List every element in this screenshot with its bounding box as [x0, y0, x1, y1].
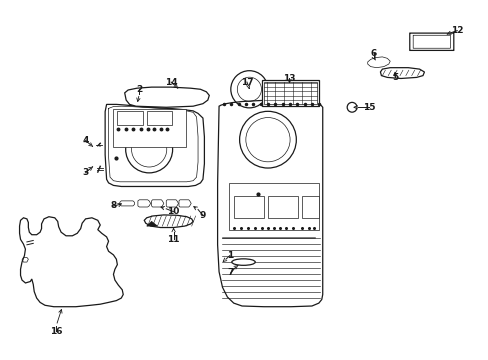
Polygon shape — [146, 221, 157, 226]
Text: 16: 16 — [50, 327, 62, 336]
Text: 17: 17 — [240, 77, 253, 86]
Text: 7: 7 — [227, 269, 234, 277]
Text: 1: 1 — [226, 251, 232, 260]
Bar — [302, 196, 319, 218]
Polygon shape — [151, 200, 163, 207]
Polygon shape — [144, 215, 193, 228]
Polygon shape — [105, 104, 204, 186]
Polygon shape — [124, 87, 209, 107]
Polygon shape — [120, 201, 134, 206]
Polygon shape — [166, 200, 178, 207]
Polygon shape — [380, 68, 424, 78]
Ellipse shape — [231, 259, 255, 265]
FancyBboxPatch shape — [113, 109, 185, 147]
Polygon shape — [179, 200, 191, 207]
FancyBboxPatch shape — [412, 35, 449, 48]
Bar — [117, 111, 142, 125]
Text: 12: 12 — [450, 26, 463, 35]
Bar — [146, 111, 172, 125]
Text: 14: 14 — [164, 77, 177, 86]
Text: 5: 5 — [391, 73, 397, 82]
Text: 9: 9 — [199, 211, 206, 220]
Text: 4: 4 — [82, 136, 89, 145]
Circle shape — [346, 102, 356, 112]
Text: 3: 3 — [82, 168, 88, 177]
Polygon shape — [367, 57, 389, 68]
Polygon shape — [20, 217, 123, 307]
Text: 11: 11 — [167, 235, 180, 244]
Bar — [228, 183, 319, 230]
Text: 8: 8 — [110, 201, 116, 210]
Text: 15: 15 — [362, 103, 375, 112]
Bar — [233, 196, 264, 218]
Polygon shape — [138, 200, 150, 207]
Text: 2: 2 — [136, 85, 142, 94]
FancyBboxPatch shape — [409, 33, 453, 50]
Polygon shape — [217, 100, 322, 307]
Text: 10: 10 — [167, 207, 180, 216]
Bar — [267, 196, 298, 218]
Text: 6: 6 — [370, 49, 376, 58]
Bar — [261, 80, 319, 106]
Text: 13: 13 — [283, 74, 295, 83]
